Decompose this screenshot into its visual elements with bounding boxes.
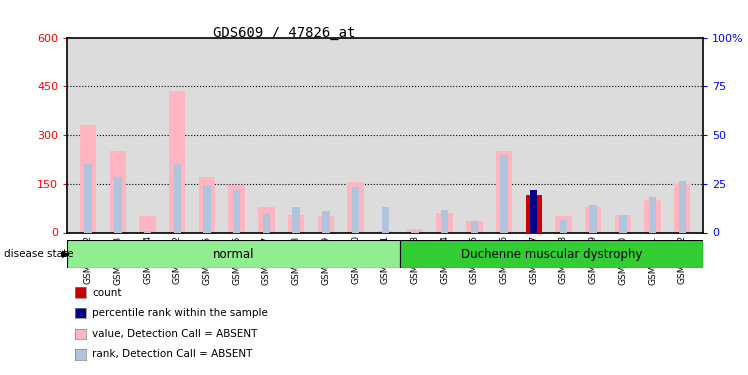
Text: normal: normal [213, 248, 254, 261]
Bar [203, 185, 211, 232]
Bar [228, 185, 245, 232]
Text: GDS609 / 47826_at: GDS609 / 47826_at [213, 26, 355, 40]
Text: count: count [92, 288, 121, 297]
Bar [400, 240, 703, 268]
Bar [649, 197, 656, 232]
Bar [407, 229, 423, 232]
Bar [381, 207, 389, 232]
Bar [85, 164, 92, 232]
Bar [347, 182, 364, 232]
Bar [318, 216, 334, 232]
Bar [322, 211, 330, 232]
Bar [144, 231, 151, 232]
Bar [437, 213, 453, 232]
Bar [678, 180, 686, 232]
Text: disease state: disease state [4, 249, 73, 259]
Bar [619, 214, 627, 232]
Bar [199, 177, 215, 232]
Text: ▶: ▶ [62, 249, 70, 259]
Bar [110, 151, 126, 232]
Bar [174, 164, 181, 232]
Bar [139, 216, 156, 232]
Bar [530, 190, 538, 232]
Bar [233, 190, 240, 232]
Text: value, Detection Call = ABSENT: value, Detection Call = ABSENT [92, 329, 257, 339]
Bar [466, 221, 482, 232]
Bar [530, 231, 538, 232]
Bar [496, 151, 512, 232]
Bar [352, 187, 359, 232]
Bar [114, 177, 121, 232]
Bar [67, 240, 400, 268]
Bar [645, 200, 660, 232]
Bar [292, 207, 300, 232]
Bar [555, 216, 571, 232]
Bar [526, 195, 542, 232]
Text: percentile rank within the sample: percentile rank within the sample [92, 308, 268, 318]
Bar [411, 231, 419, 232]
Bar [263, 213, 270, 232]
Bar [560, 219, 567, 232]
Text: rank, Detection Call = ABSENT: rank, Detection Call = ABSENT [92, 350, 252, 359]
Bar [80, 125, 96, 232]
Bar [615, 214, 631, 232]
Bar [500, 154, 508, 232]
Bar [258, 207, 275, 232]
Bar [377, 231, 393, 232]
Bar [169, 91, 186, 232]
Bar [526, 231, 542, 232]
Bar [288, 214, 304, 232]
Bar [470, 221, 478, 232]
Bar [441, 210, 448, 232]
Bar [585, 207, 601, 232]
Text: Duchenne muscular dystrophy: Duchenne muscular dystrophy [461, 248, 643, 261]
Bar [674, 184, 690, 232]
Bar [589, 205, 597, 232]
